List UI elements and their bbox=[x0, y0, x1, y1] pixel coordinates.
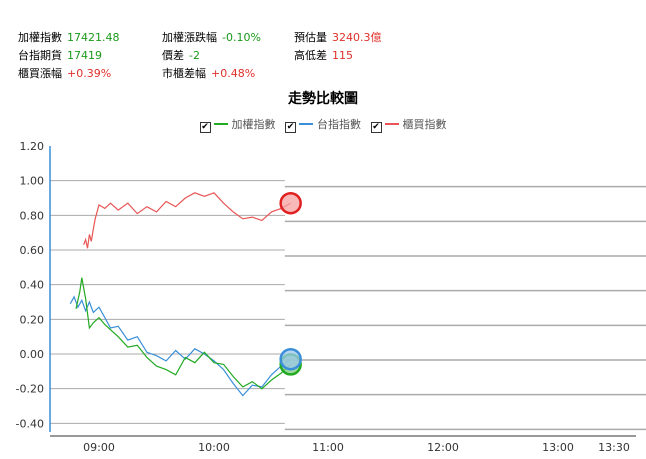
stat-market-diff: 市櫃差幅 +0.48% bbox=[162, 64, 255, 84]
legend-label: 櫃買指數 bbox=[402, 118, 447, 131]
series-end-marker bbox=[279, 347, 302, 371]
legend-label: 台指指數 bbox=[317, 118, 361, 131]
chart-series-lines bbox=[69, 192, 292, 397]
stat-value: +0.39% bbox=[67, 67, 112, 80]
chart-legend: ✔ 加權指數 ✔ 台指指數 ✔ 櫃買指數 bbox=[0, 116, 646, 133]
stat-taiex-change: 加權漲跌幅 -0.10% bbox=[162, 28, 261, 48]
chart-axes bbox=[49, 146, 636, 437]
y-tick-label: 0.80 bbox=[20, 209, 45, 222]
stat-value: -0.10% bbox=[222, 31, 261, 44]
series-line bbox=[83, 192, 291, 249]
y-tick-label: 0.60 bbox=[20, 244, 45, 257]
legend-item-taiex[interactable]: ✔ 加權指數 bbox=[199, 116, 276, 133]
legend-swatch bbox=[299, 123, 313, 125]
x-tick-label: 11:00 bbox=[312, 441, 344, 454]
stat-value: 17419 bbox=[67, 49, 102, 62]
series-end-marker bbox=[279, 191, 302, 215]
x-tick-label: 10:00 bbox=[198, 441, 230, 454]
stat-value: 17421.48 bbox=[67, 31, 120, 44]
stat-otc-change: 櫃買漲幅 +0.39% bbox=[18, 64, 111, 84]
stat-high-low: 高低差 115 bbox=[294, 46, 353, 66]
checkbox-icon[interactable]: ✔ bbox=[370, 122, 382, 133]
y-tick-label: 0.20 bbox=[20, 313, 45, 326]
stat-estimated-volume: 預估量 3240.3億 bbox=[294, 28, 382, 48]
x-axis-tick-labels: 09:00 10:00 11:00 12:00 13:00 13:30 bbox=[83, 441, 630, 454]
stat-value: -2 bbox=[189, 49, 200, 62]
stat-label: 台指期貨 bbox=[18, 49, 62, 62]
chart-end-markers bbox=[279, 191, 302, 376]
legend-item-futures[interactable]: ✔ 台指指數 bbox=[285, 116, 361, 133]
stat-label: 高低差 bbox=[294, 49, 327, 62]
y-axis-tick-labels: 1.20 1.00 0.80 0.60 0.40 0.20 0.00 -0.20 -0.40 bbox=[16, 140, 44, 430]
chart-gridlines bbox=[50, 180, 646, 431]
stat-taiex: 加權指數 17421.48 bbox=[18, 28, 120, 48]
y-tick-label: -0.40 bbox=[16, 417, 44, 430]
stat-value: 115 bbox=[332, 49, 353, 62]
y-tick-label: 0.40 bbox=[20, 279, 45, 292]
x-tick-label: 13:00 bbox=[542, 441, 574, 454]
stat-label: 櫃買漲幅 bbox=[18, 67, 62, 80]
checkbox-icon[interactable]: ✔ bbox=[199, 122, 211, 133]
stat-label: 加權指數 bbox=[18, 31, 62, 44]
stat-label: 價差 bbox=[162, 49, 184, 62]
y-tick-label: 1.00 bbox=[20, 175, 45, 188]
legend-label: 加權指數 bbox=[231, 118, 276, 131]
stat-label: 市櫃差幅 bbox=[162, 67, 206, 80]
stat-value: 3240.3億 bbox=[332, 31, 382, 44]
series-line bbox=[69, 295, 292, 397]
y-tick-label: -0.20 bbox=[16, 383, 44, 396]
stat-label: 加權漲跌幅 bbox=[162, 31, 217, 44]
stat-value: +0.48% bbox=[211, 67, 256, 80]
x-tick-label: 09:00 bbox=[83, 441, 115, 454]
y-tick-label: 0.00 bbox=[20, 348, 45, 361]
x-tick-label: 13:30 bbox=[598, 441, 630, 454]
series-line bbox=[75, 277, 292, 390]
stat-spread: 價差 -2 bbox=[162, 46, 200, 66]
stat-futures: 台指期貨 17419 bbox=[18, 46, 102, 66]
x-tick-label: 12:00 bbox=[427, 441, 459, 454]
stat-label: 預估量 bbox=[294, 31, 327, 44]
legend-swatch bbox=[213, 123, 228, 125]
chart-title: 走勢比較圖 bbox=[288, 91, 358, 107]
legend-swatch bbox=[384, 123, 399, 125]
legend-item-otc[interactable]: ✔ 櫃買指數 bbox=[370, 116, 447, 133]
checkbox-icon[interactable]: ✔ bbox=[285, 122, 296, 133]
y-tick-label: 1.20 bbox=[20, 140, 45, 153]
